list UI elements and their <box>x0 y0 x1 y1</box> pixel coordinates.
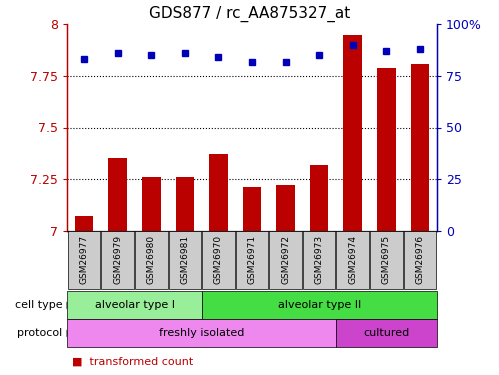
Text: GSM26972: GSM26972 <box>281 235 290 284</box>
Text: ▶: ▶ <box>66 328 74 338</box>
Bar <box>108 159 127 231</box>
Bar <box>75 216 93 231</box>
Bar <box>176 177 194 231</box>
Text: GSM26975: GSM26975 <box>382 235 391 284</box>
Text: freshly isolated: freshly isolated <box>159 328 245 338</box>
Bar <box>343 35 362 231</box>
Text: cell type: cell type <box>15 300 62 310</box>
Bar <box>142 177 161 231</box>
Text: GSM26979: GSM26979 <box>113 235 122 284</box>
Text: GSM26974: GSM26974 <box>348 235 357 284</box>
Text: protocol: protocol <box>17 328 62 338</box>
Text: GSM26970: GSM26970 <box>214 235 223 284</box>
Text: ■  transformed count: ■ transformed count <box>72 357 194 367</box>
Text: ▶: ▶ <box>66 300 74 310</box>
Text: GSM26981: GSM26981 <box>180 235 189 284</box>
Text: alveolar type I: alveolar type I <box>94 300 175 310</box>
Text: GSM26971: GSM26971 <box>248 235 256 284</box>
Text: alveolar type II: alveolar type II <box>277 300 361 310</box>
Text: GSM26976: GSM26976 <box>415 235 424 284</box>
Text: GSM26973: GSM26973 <box>315 235 324 284</box>
Bar <box>243 188 261 231</box>
Bar <box>310 165 328 231</box>
Text: GSM26977: GSM26977 <box>80 235 89 284</box>
Text: GDS877 / rc_AA875327_at: GDS877 / rc_AA875327_at <box>149 6 350 22</box>
Text: cultured: cultured <box>363 328 409 338</box>
Bar <box>411 64 429 231</box>
Bar <box>276 185 295 231</box>
Bar <box>209 154 228 231</box>
Text: GSM26980: GSM26980 <box>147 235 156 284</box>
Bar <box>377 68 396 231</box>
